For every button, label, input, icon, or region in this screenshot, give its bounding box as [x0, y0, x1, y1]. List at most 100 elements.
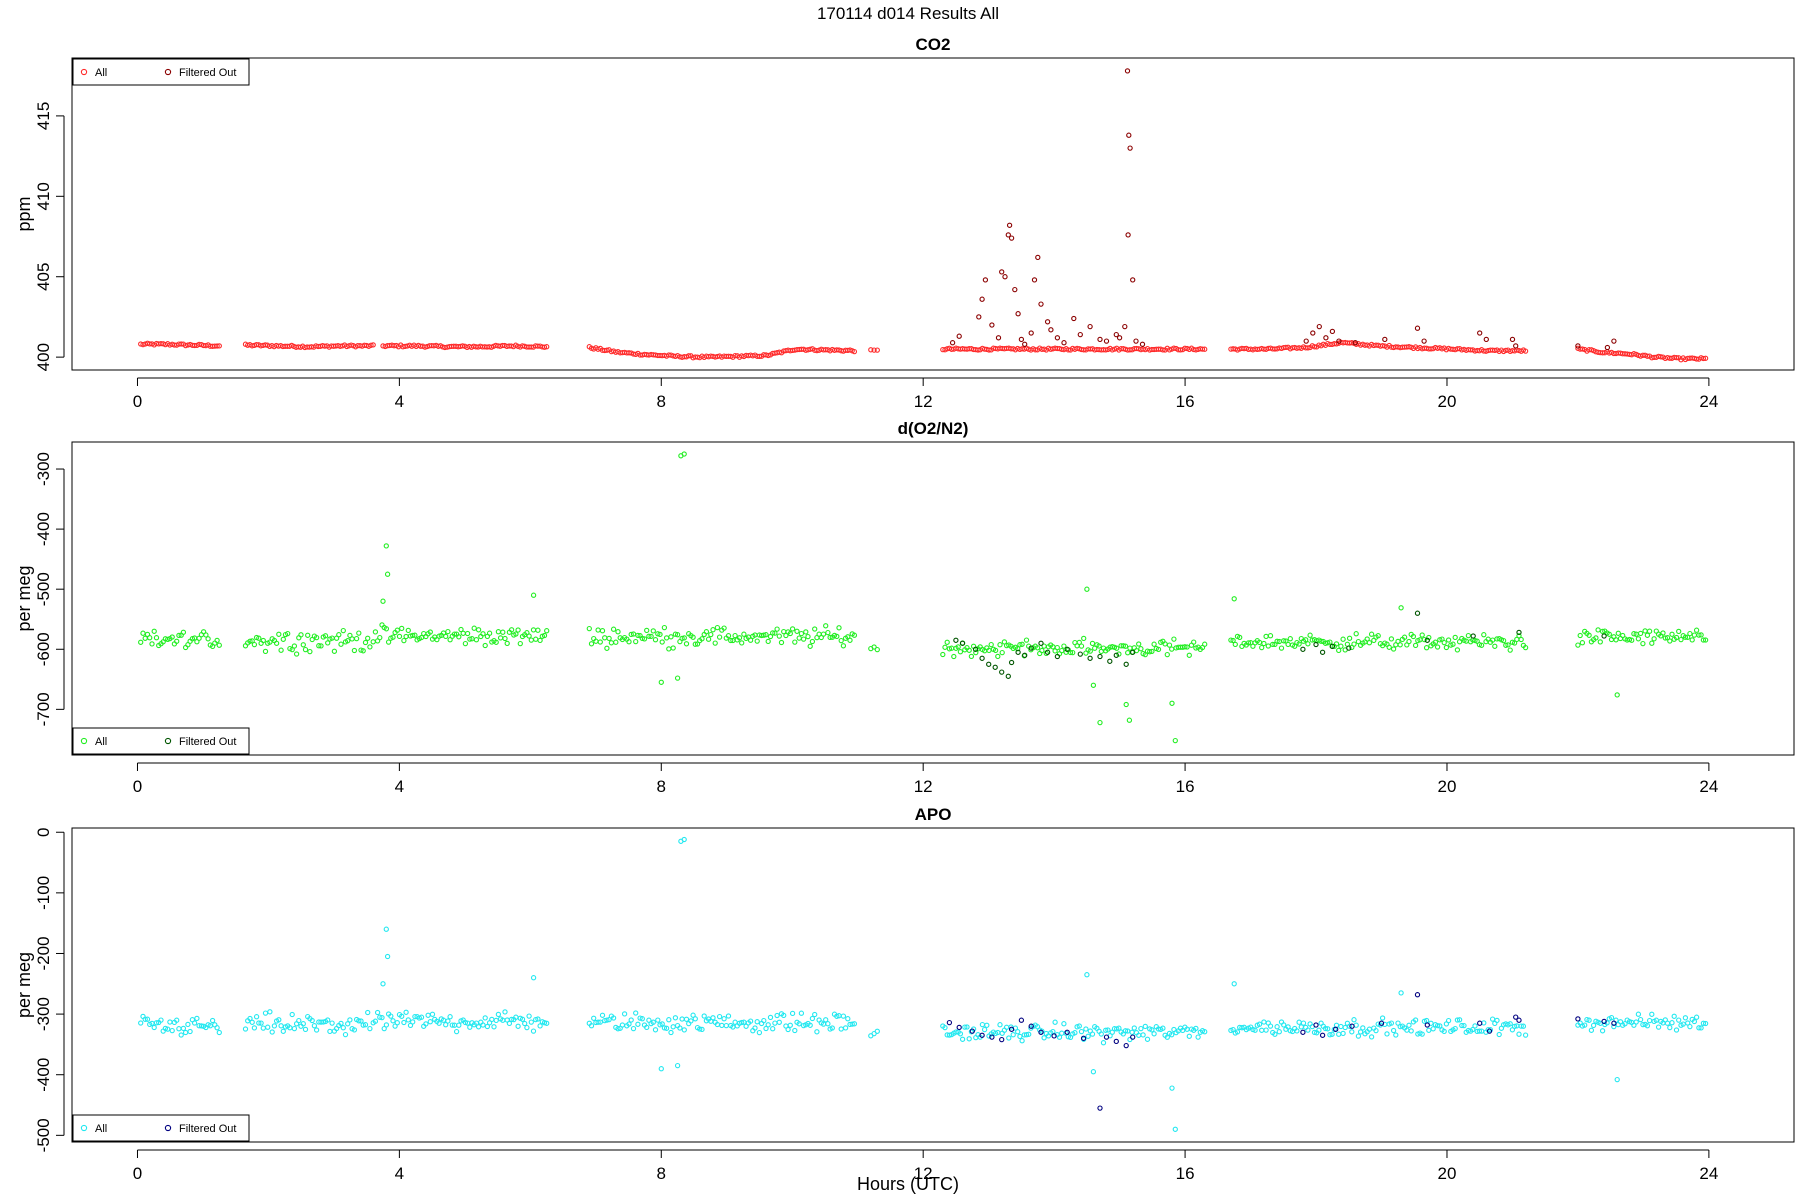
point-all [169, 1027, 175, 1034]
point-all [792, 639, 798, 645]
point-filtered [1125, 232, 1131, 238]
point-all [626, 639, 632, 645]
point-all [1496, 1031, 1502, 1038]
point-all [493, 639, 499, 645]
x-tick-label: 16 [1176, 392, 1195, 411]
point-all [1353, 631, 1359, 637]
point-filtered [1028, 645, 1034, 651]
point-filtered [1022, 341, 1028, 347]
data-points [138, 451, 1709, 744]
point-all [1325, 1026, 1331, 1032]
point-all [1599, 1028, 1606, 1034]
y-tick-label: 405 [34, 263, 53, 291]
point-all [338, 1020, 344, 1027]
point-all [805, 633, 811, 640]
point-all [1340, 636, 1346, 642]
point-all [1613, 637, 1619, 643]
point-all [767, 1014, 774, 1021]
point-all [1193, 1025, 1199, 1032]
legend-marker-filtered [164, 68, 172, 76]
point-all [1015, 1029, 1021, 1035]
point-all [1676, 628, 1682, 635]
point-all-outlier [1231, 981, 1237, 987]
point-all [1687, 630, 1693, 637]
point-all [412, 1013, 418, 1020]
point-all [1454, 1017, 1461, 1023]
point-all [1239, 1025, 1245, 1031]
point-all [679, 635, 685, 642]
x-axis: 0 4 8 12 16 20 24 [133, 377, 1718, 411]
point-filtered [1008, 659, 1015, 666]
point-all [256, 635, 262, 641]
x-tick-label: 8 [657, 777, 666, 796]
point-all [1105, 1027, 1111, 1033]
point-all [289, 1011, 295, 1018]
point-all [370, 342, 376, 348]
point-all [1292, 643, 1298, 649]
y-tick-label: 0 [34, 828, 53, 837]
point-all-outlier [530, 975, 537, 981]
point-all [1691, 1018, 1698, 1025]
point-all [1390, 646, 1397, 652]
point-all [1136, 641, 1142, 647]
point-all [471, 625, 477, 631]
point-all [723, 1022, 729, 1029]
point-all-outlier [1169, 1085, 1175, 1091]
point-filtered [1005, 232, 1011, 238]
point-all [506, 1020, 513, 1027]
x-tick-label: 0 [133, 392, 142, 411]
point-all [946, 1032, 953, 1038]
point-all [482, 1015, 488, 1021]
point-all [807, 1022, 813, 1028]
point-all [276, 631, 282, 637]
point-all [688, 1018, 694, 1024]
point-all [1662, 635, 1668, 641]
point-all [331, 648, 338, 654]
point-all [778, 639, 785, 646]
point-all [1651, 636, 1657, 642]
y-axis-label: per meg [14, 952, 34, 1018]
point-all [519, 1016, 526, 1022]
point-all [1441, 1028, 1447, 1035]
panel-title: CO2 [916, 35, 951, 54]
point-all [309, 1017, 315, 1024]
point-all [1272, 1031, 1278, 1037]
y-axis-label: per meg [14, 565, 34, 631]
point-all [410, 1019, 416, 1025]
x-tick-label: 20 [1438, 1164, 1457, 1183]
x-tick-label: 16 [1176, 1164, 1195, 1183]
point-filtered [1015, 311, 1021, 317]
point-all [351, 647, 358, 654]
point-all [447, 1014, 453, 1020]
point-all [1522, 1032, 1529, 1038]
point-all [1454, 647, 1461, 653]
point-all [214, 637, 220, 644]
point-all [1184, 644, 1190, 650]
point-all [1340, 1030, 1346, 1037]
point-all [1575, 642, 1581, 648]
point-filtered [1103, 1034, 1110, 1040]
point-all [657, 631, 663, 638]
point-all [1631, 631, 1637, 637]
point-all [1349, 340, 1355, 346]
point-all [1120, 643, 1126, 649]
point-all [1593, 635, 1599, 641]
point-all [692, 641, 698, 647]
point-all [1342, 1024, 1348, 1031]
point-filtered [992, 664, 998, 670]
point-filtered [995, 335, 1002, 341]
point-all [608, 640, 615, 646]
point-all [602, 635, 608, 641]
point-all [1338, 643, 1344, 649]
point-all [313, 1027, 320, 1033]
point-filtered [1107, 658, 1113, 664]
point-all [1584, 1016, 1590, 1023]
point-filtered [999, 669, 1005, 675]
point-all [666, 1017, 672, 1023]
point-all [644, 627, 650, 634]
point-all [613, 639, 619, 645]
point-filtered [999, 269, 1005, 275]
point-all [500, 629, 506, 635]
x-tick-label: 24 [1699, 1164, 1718, 1183]
point-all [524, 1024, 530, 1031]
